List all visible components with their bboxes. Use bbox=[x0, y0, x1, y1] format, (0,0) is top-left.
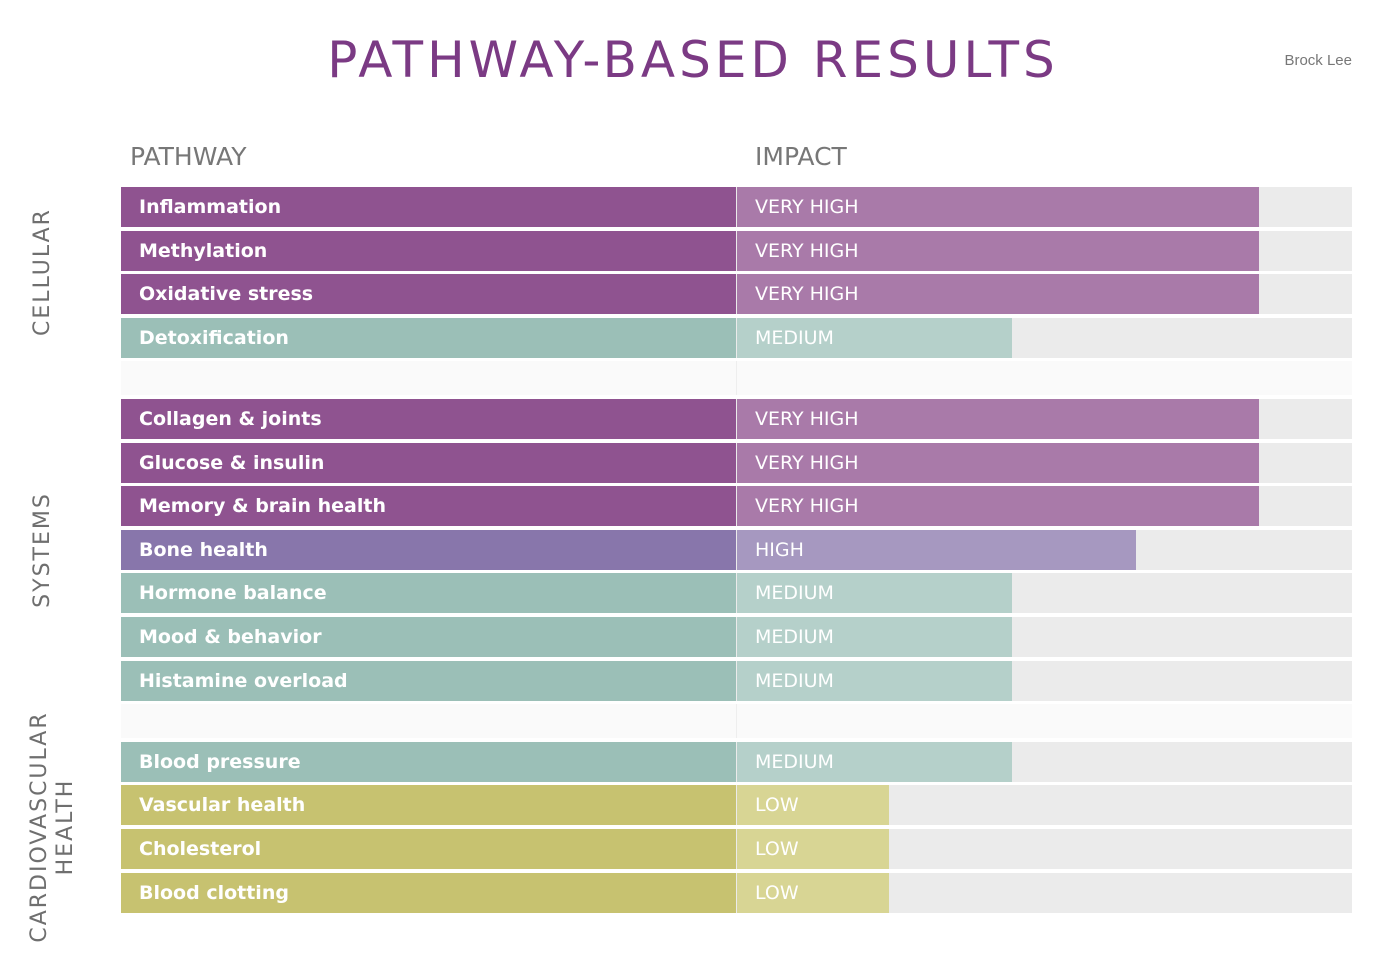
table-row: Blood pressure MEDIUM bbox=[121, 741, 1352, 782]
group-spacer bbox=[121, 361, 1352, 396]
pathway-cell: Detoxification bbox=[121, 317, 736, 358]
impact-bar: VERY HIGH bbox=[737, 442, 1259, 483]
impact-bar: MEDIUM bbox=[737, 660, 1012, 701]
table-row: Memory & brain health VERY HIGH bbox=[121, 486, 1352, 527]
pathway-cell: Cholesterol bbox=[121, 828, 736, 869]
group-label: SYSTEMS bbox=[30, 491, 55, 608]
results-table: Inflammation VERY HIGH Methylation VERY HIG… bbox=[121, 187, 1352, 916]
pathway-cell: Blood clotting bbox=[121, 872, 736, 913]
table-row: Histamine overload MEDIUM bbox=[121, 660, 1352, 701]
pathway-cell: Blood pressure bbox=[121, 741, 736, 782]
impact-bar: MEDIUM bbox=[737, 317, 1012, 358]
table-row: Collagen & joints VERY HIGH bbox=[121, 398, 1352, 439]
impact-bar: VERY HIGH bbox=[737, 187, 1259, 227]
impact-bar: VERY HIGH bbox=[737, 274, 1259, 315]
group-label-line: CARDIOVASCULAR bbox=[27, 711, 52, 943]
pathway-cell: Memory & brain health bbox=[121, 486, 736, 527]
pathway-cell: Collagen & joints bbox=[121, 398, 736, 439]
pathway-cell: Histamine overload bbox=[121, 660, 736, 701]
pathway-cell: Hormone balance bbox=[121, 573, 736, 614]
table-row: Cholesterol LOW bbox=[121, 828, 1352, 869]
pathway-column-header: PATHWAY bbox=[130, 142, 247, 171]
table-row: Detoxification MEDIUM bbox=[121, 317, 1352, 358]
table-row: Inflammation VERY HIGH bbox=[121, 187, 1352, 227]
table-row: Hormone balance MEDIUM bbox=[121, 573, 1352, 614]
table-row: Glucose & insulin VERY HIGH bbox=[121, 442, 1352, 483]
group-spacer-left bbox=[121, 704, 737, 739]
group-label: CARDIOVASCULAR HEALTH bbox=[27, 697, 79, 957]
pathway-cell: Oxidative stress bbox=[121, 274, 736, 315]
impact-bar: LOW bbox=[737, 785, 889, 826]
user-name: Brock Lee bbox=[1284, 52, 1352, 69]
table-row: Oxidative stress VERY HIGH bbox=[121, 274, 1352, 315]
impact-bar: VERY HIGH bbox=[737, 230, 1259, 271]
pathway-cell: Vascular health bbox=[121, 785, 736, 826]
impact-bar: LOW bbox=[737, 872, 889, 913]
table-row: Methylation VERY HIGH bbox=[121, 230, 1352, 271]
impact-bar: MEDIUM bbox=[737, 741, 1012, 782]
impact-bar: HIGH bbox=[737, 529, 1136, 570]
pathway-cell: Mood & behavior bbox=[121, 616, 736, 657]
table-row: Vascular health LOW bbox=[121, 785, 1352, 826]
impact-bar: LOW bbox=[737, 828, 889, 869]
table-row: Mood & behavior MEDIUM bbox=[121, 616, 1352, 657]
impact-bar: MEDIUM bbox=[737, 616, 1012, 657]
impact-bar: MEDIUM bbox=[737, 573, 1012, 614]
impact-bar: VERY HIGH bbox=[737, 486, 1259, 527]
table-row: Blood clotting LOW bbox=[121, 872, 1352, 913]
impact-bar: VERY HIGH bbox=[737, 398, 1259, 439]
group-label-line: HEALTH bbox=[53, 778, 78, 876]
pathway-cell: Bone health bbox=[121, 529, 736, 570]
pathway-cell: Inflammation bbox=[121, 187, 736, 227]
pathway-cell: Glucose & insulin bbox=[121, 442, 736, 483]
group-spacer bbox=[121, 704, 1352, 739]
pathway-cell: Methylation bbox=[121, 230, 736, 271]
impact-column-header: IMPACT bbox=[755, 142, 847, 171]
table-row: Bone health HIGH bbox=[121, 529, 1352, 570]
group-label: CELLULAR bbox=[30, 208, 55, 337]
group-spacer-left bbox=[121, 361, 737, 396]
page-title: PATHWAY-BASED RESULTS bbox=[327, 31, 1059, 89]
